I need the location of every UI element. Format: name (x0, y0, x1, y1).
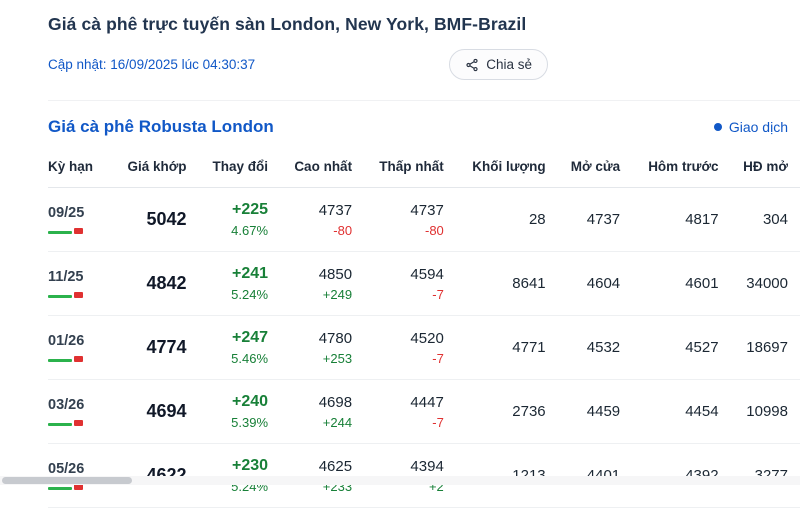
low-cell: 4447 -7 (364, 379, 456, 444)
share-icon (465, 58, 479, 72)
price-cell: 4842 (112, 251, 199, 316)
prev-cell: 4527 (632, 315, 731, 380)
low-cell: 4737 -80 (364, 187, 456, 252)
term-cell: 03/26 (48, 379, 113, 444)
prev-cell: 4817 (632, 187, 731, 252)
volume-cell: 28 (455, 187, 558, 252)
price-cell: 4694 (112, 379, 199, 444)
col-header-open: Mở cửa (557, 147, 633, 188)
price-table-header-row: Kỳ hạn Giá khớp Thay đổi Cao nhất Thấp n… (48, 147, 800, 188)
prev-cell: 4454 (632, 379, 731, 444)
col-header-term: Kỳ hạn (48, 147, 113, 188)
robusta-london-section: Giá cà phê Robusta London Giao dịch Kỳ h… (48, 100, 800, 508)
col-header-price: Giá khớp (112, 147, 199, 188)
share-button-label: Chia sẻ (486, 57, 532, 72)
oi-cell: 10998 (730, 379, 800, 444)
prev-cell: 4601 (632, 251, 731, 316)
table-row[interactable]: 09/25 5042 +225 4.67% 4737 -80 4737 -80 … (48, 187, 800, 252)
volume-cell: 8641 (455, 251, 558, 316)
price-cell: 4774 (112, 315, 199, 380)
col-header-change: Thay đổi (198, 147, 281, 188)
high-cell: 4737 -80 (280, 187, 365, 252)
horizontal-scrollbar-thumb[interactable] (2, 477, 132, 484)
trend-indicator-icon (48, 356, 101, 362)
open-cell: 4604 (557, 251, 633, 316)
share-button[interactable]: Chia sẻ (449, 49, 548, 80)
change-cell: +240 5.39% (198, 379, 281, 444)
table-row[interactable]: 03/26 4694 +240 5.39% 4698 +244 4447 -7 … (48, 379, 800, 444)
change-cell: +225 4.67% (198, 187, 281, 252)
term-cell: 11/25 (48, 251, 113, 316)
trading-status-link[interactable]: Giao dịch (713, 119, 788, 135)
page-title: Giá cà phê trực tuyến sàn London, New Yo… (48, 14, 527, 34)
oi-cell: 304 (730, 187, 800, 252)
term-cell: 01/26 (48, 315, 113, 380)
col-header-volume: Khối lượng (455, 147, 558, 188)
change-cell: +247 5.46% (198, 315, 281, 380)
high-cell: 4780 +253 (280, 315, 365, 380)
price-cell: 5042 (112, 187, 199, 252)
oi-cell: 18697 (730, 315, 800, 380)
coffee-price-page: Giá cà phê trực tuyến sàn London, New Yo… (0, 14, 800, 508)
trend-indicator-icon (48, 292, 101, 298)
high-cell: 4698 +244 (280, 379, 365, 444)
update-row: Cập nhật: 16/09/2025 lúc 04:30:37 Chia s… (48, 49, 548, 80)
col-header-prev: Hôm trước (632, 147, 731, 188)
volume-cell: 4771 (455, 315, 558, 380)
term-cell: 09/25 (48, 187, 113, 252)
trading-status-dot-icon (713, 123, 722, 131)
change-cell: +241 5.24% (198, 251, 281, 316)
oi-cell: 34000 (730, 251, 800, 316)
last-updated-text: Cập nhật: 16/09/2025 lúc 04:30:37 (48, 57, 256, 72)
volume-cell: 2736 (455, 379, 558, 444)
low-cell: 4594 -7 (364, 251, 456, 316)
col-header-oi: HĐ mở (730, 147, 800, 188)
col-header-high: Cao nhất (280, 147, 365, 188)
price-table-body: 09/25 5042 +225 4.67% 4737 -80 4737 -80 … (48, 187, 800, 508)
price-table: Kỳ hạn Giá khớp Thay đổi Cao nhất Thấp n… (48, 147, 800, 508)
low-cell: 4520 -7 (364, 315, 456, 380)
trading-status-label: Giao dịch (728, 119, 788, 135)
open-cell: 4459 (557, 379, 633, 444)
section-title: Giá cà phê Robusta London (48, 117, 274, 136)
trend-indicator-icon (48, 420, 101, 426)
trend-indicator-icon (48, 228, 101, 234)
col-header-low: Thấp nhất (364, 147, 456, 188)
open-cell: 4532 (557, 315, 633, 380)
table-row[interactable]: 11/25 4842 +241 5.24% 4850 +249 4594 -7 … (48, 251, 800, 316)
section-head: Giá cà phê Robusta London Giao dịch (48, 117, 800, 137)
high-cell: 4850 +249 (280, 251, 365, 316)
price-table-wrap: Kỳ hạn Giá khớp Thay đổi Cao nhất Thấp n… (48, 147, 800, 508)
open-cell: 4737 (557, 187, 633, 252)
table-row[interactable]: 01/26 4774 +247 5.46% 4780 +253 4520 -7 … (48, 315, 800, 380)
horizontal-scrollbar (0, 476, 800, 485)
